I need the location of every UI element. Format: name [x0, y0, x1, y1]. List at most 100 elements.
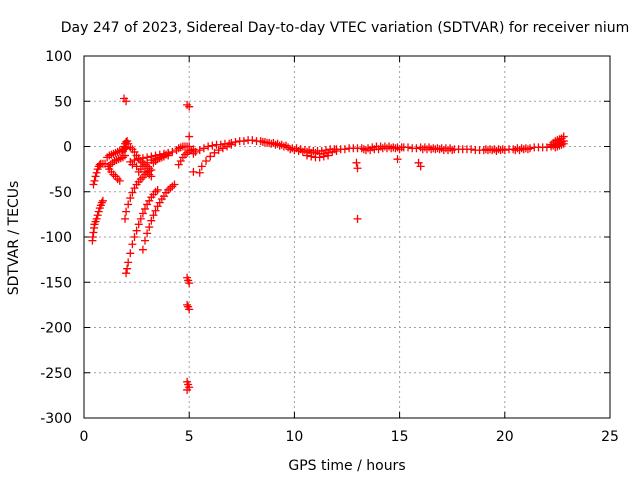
data-point [183, 100, 192, 109]
data-point [153, 185, 162, 194]
data-point [147, 172, 156, 181]
data-point [315, 153, 324, 162]
data-point [239, 137, 248, 146]
data-point [164, 149, 173, 158]
data-point [305, 146, 314, 155]
data-point [93, 211, 102, 220]
data-point [488, 146, 497, 155]
data-point [324, 151, 333, 160]
data-point [185, 142, 194, 151]
data-point [414, 158, 423, 167]
data-point [141, 236, 150, 245]
data-point [500, 146, 509, 155]
data-point [416, 162, 425, 171]
data-point [106, 160, 115, 169]
x-tick-label: 5 [185, 429, 194, 445]
data-point [374, 145, 383, 154]
data-point [134, 220, 143, 229]
data-point [319, 152, 328, 161]
data-point [134, 155, 143, 164]
data-point [199, 144, 208, 153]
data-point [542, 143, 551, 152]
data-point [195, 146, 204, 155]
data-point [122, 97, 131, 106]
data-point [128, 188, 137, 197]
data-point [115, 176, 124, 185]
data-point [385, 142, 394, 151]
data-point [183, 385, 192, 394]
data-point [92, 214, 101, 223]
data-point [121, 214, 130, 223]
data-point [317, 147, 326, 156]
y-tick-label: -50 [49, 185, 72, 201]
data-point [189, 167, 198, 176]
data-point [94, 207, 103, 216]
y-tick-label: -300 [40, 411, 72, 427]
data-point [97, 198, 106, 207]
data-point [128, 240, 137, 249]
data-point [231, 137, 240, 146]
x-tick-label: 0 [80, 429, 89, 445]
data-point [143, 229, 152, 238]
data-point [435, 145, 444, 154]
data-point [151, 206, 160, 215]
data-point [183, 300, 192, 309]
data-point [121, 151, 130, 160]
data-point [197, 162, 206, 171]
data-point [526, 144, 535, 153]
plot-frame [83, 55, 611, 419]
data-point [185, 102, 194, 111]
y-tick-label: 100 [45, 49, 72, 65]
y-tick-label: -150 [40, 275, 72, 291]
data-point [202, 156, 211, 165]
data-point [279, 142, 288, 151]
data-point [366, 146, 375, 155]
data-point [307, 152, 316, 161]
tick-label-layer: 0 5 10 15 20 25 -300 -250 -200 -150 -100 -50 0 50 100 [40, 49, 619, 445]
data-point [91, 172, 100, 181]
data-point [404, 143, 413, 152]
data-point [515, 146, 524, 155]
data-point [130, 184, 139, 193]
data-point [286, 145, 295, 154]
y-tick-label: -200 [40, 321, 72, 337]
data-point [258, 137, 267, 146]
data-point [130, 156, 139, 165]
data-point [185, 132, 194, 141]
data-point [168, 182, 177, 191]
tick-layer [83, 55, 611, 419]
data-point [353, 164, 362, 173]
x-tick-label: 25 [601, 429, 619, 445]
data-point [191, 147, 200, 156]
data-point [185, 279, 194, 288]
data-point [303, 151, 312, 160]
data-point [132, 226, 141, 235]
data-point [467, 145, 476, 154]
data-point [393, 155, 402, 164]
data-point [275, 141, 284, 150]
data-point [206, 152, 215, 161]
data-point [352, 158, 361, 167]
data-point [136, 214, 145, 223]
data-point [123, 264, 132, 273]
data-point [124, 200, 133, 209]
data-point [227, 138, 236, 147]
data-point [174, 160, 183, 169]
data-point [147, 216, 156, 225]
data-point [141, 160, 150, 169]
data-point [559, 139, 568, 148]
data-point [395, 145, 404, 154]
data-point [292, 144, 301, 153]
data-point [271, 140, 280, 149]
chart-title: Day 247 of 2023, Sidereal Day-to-day VTE… [61, 20, 630, 36]
data-point [263, 138, 272, 147]
data-point [128, 160, 137, 169]
data-point [145, 223, 154, 232]
data-point [176, 156, 185, 165]
x-tick-label: 20 [496, 429, 514, 445]
data-point [130, 233, 139, 241]
data-point [204, 142, 213, 151]
data-point [364, 144, 373, 153]
data-point [138, 209, 147, 218]
data-point [155, 198, 164, 207]
